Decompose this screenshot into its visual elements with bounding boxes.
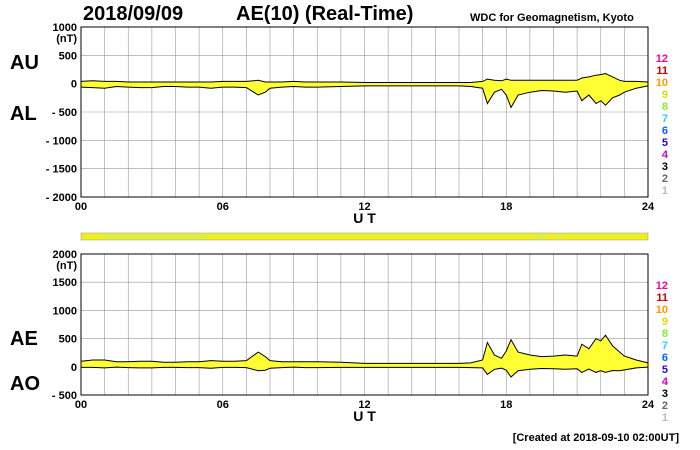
chart-date: 2018/09/09 (83, 3, 184, 25)
station-count-label: 4 (662, 376, 669, 388)
y-axis-unit: (nT) (56, 260, 77, 272)
area-fill-ae-ao (81, 335, 648, 377)
station-count-label: 5 (662, 364, 668, 376)
station-count-label: 3 (662, 388, 668, 400)
y-tick-label: 1000 (53, 305, 77, 317)
created-timestamp: [Created at 2018-09-10 02:00UT] (512, 432, 679, 444)
station-coverage-segment (557, 234, 563, 239)
station-count-label: 9 (662, 316, 668, 328)
ao-label: AO (10, 373, 40, 395)
x-axis-label: U T (353, 210, 376, 226)
station-count-label: 7 (662, 340, 668, 352)
au-label: AU (10, 52, 39, 74)
y-tick-label: 500 (59, 50, 77, 62)
station-count-label: 10 (656, 304, 668, 316)
station-count-label: 5 (662, 137, 668, 149)
y-tick-label: 0 (71, 362, 77, 374)
series-line-ae (80, 334, 649, 364)
y-tick-label: 500 (59, 334, 77, 346)
x-tick-label: 12 (358, 399, 370, 411)
station-count-label: 12 (656, 53, 668, 65)
x-tick-label: 24 (642, 201, 655, 213)
y-tick-label: - 500 (52, 107, 77, 119)
station-count-label: 8 (662, 328, 668, 340)
series-line-ao (81, 366, 649, 378)
station-count-label: 11 (656, 65, 668, 77)
station-count-label: 2 (662, 400, 668, 412)
institution-label: WDC for Geomagnetism, Kyoto (470, 12, 634, 24)
x-tick-label: 00 (75, 201, 87, 213)
station-count-label: 3 (662, 161, 668, 173)
station-count-label: 4 (662, 149, 669, 161)
x-tick-label: 12 (358, 201, 370, 213)
station-count-label: 1 (662, 185, 668, 197)
y-tick-label: - 2000 (46, 192, 77, 204)
station-count-label: 10 (656, 77, 668, 89)
chart-title: AE(10) (Real-Time) (236, 3, 414, 25)
station-count-label: 12 (656, 280, 668, 292)
y-tick-label: - 1500 (46, 164, 77, 176)
station-coverage-segment (534, 234, 546, 239)
y-tick-label: - 1000 (46, 135, 77, 147)
plot-frame (80, 253, 649, 396)
ae-label: AE (10, 328, 38, 350)
y-tick-label: 2000 (53, 249, 77, 261)
al-label: AL (10, 103, 37, 125)
plot-frame (80, 26, 649, 198)
y-axis-unit: (nT) (56, 33, 77, 45)
series-line-au (80, 72, 649, 83)
station-coverage-bar (80, 232, 649, 241)
station-count-label: 11 (656, 292, 668, 304)
y-tick-label: 0 (71, 79, 77, 91)
x-tick-label: 06 (217, 399, 229, 411)
station-count-label: 8 (662, 101, 668, 113)
x-tick-label: 06 (217, 201, 229, 213)
station-count-label: 6 (662, 125, 668, 137)
station-count-label: 7 (662, 113, 668, 125)
series-line-al (80, 85, 649, 109)
station-count-label: 6 (662, 352, 668, 364)
x-tick-label: 00 (75, 399, 87, 411)
station-coverage-segment (103, 234, 206, 239)
x-tick-label: 18 (500, 399, 512, 411)
y-tick-label: 1500 (53, 277, 77, 289)
area-fill-au-al (81, 73, 648, 108)
station-count-label: 1 (662, 412, 668, 424)
station-count-label: 9 (662, 89, 668, 101)
y-tick-label: 1000 (53, 22, 77, 34)
y-tick-label: - 500 (52, 390, 77, 402)
station-count-label: 2 (662, 173, 668, 185)
x-axis-label: U T (353, 408, 376, 424)
x-tick-label: 18 (500, 201, 512, 213)
x-tick-label: 24 (642, 399, 655, 411)
